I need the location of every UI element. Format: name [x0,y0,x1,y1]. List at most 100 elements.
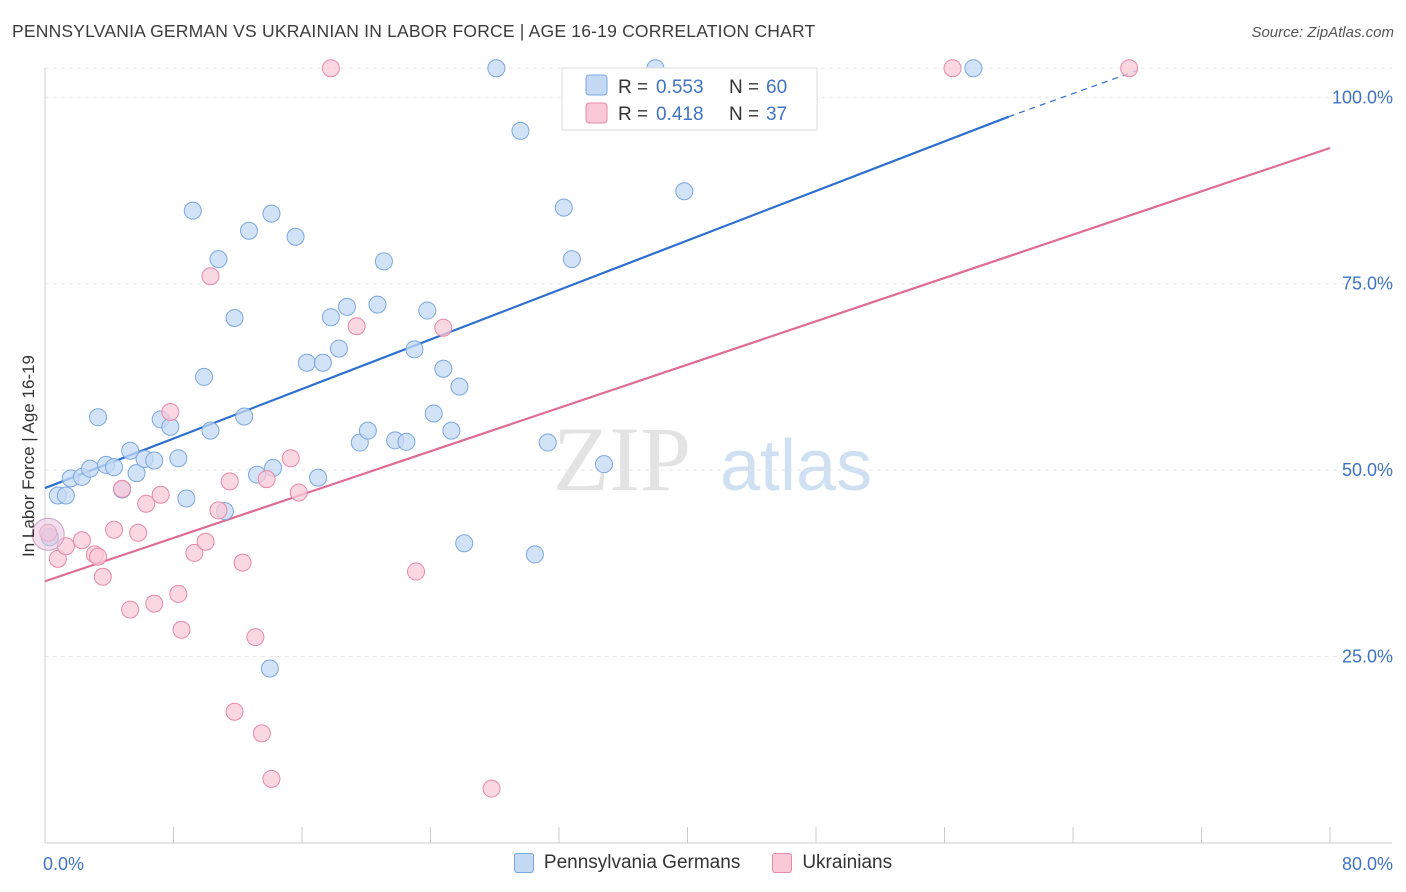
pa-german-point-54 [554,198,573,217]
ukrainian-point-20 [209,501,228,520]
pa-german-point-20 [201,421,220,440]
ukrainian-point-5 [89,547,108,566]
legend-swatch-pink [772,853,793,873]
pa-german-point-58 [675,182,694,201]
pa-german-point-8 [105,458,124,477]
data-points [31,59,1139,798]
pa-german-point-33 [313,353,332,372]
ukrainian-point-19 [201,267,220,286]
legend-swatch-ukrainian [585,102,608,124]
pa-german-point-34 [321,308,340,327]
pa-german-point-42 [397,432,416,451]
legend-r-value-1: 0.553 [656,77,704,98]
pa-german-point-16 [169,449,188,468]
pa-german-point-40 [374,252,393,271]
watermark-zip: ZIP [553,408,691,510]
x-tick-label-min: 0.0% [43,854,84,874]
y-tick-label-2: 75.0% [1342,274,1393,294]
legend-item-pennsylvania[interactable]: Pennsylvania Germans [513,852,741,874]
series-legend: Pennsylvania Germans Ukrainians [0,852,1406,874]
ukrainian-point-10 [129,523,148,542]
origin-cluster-point [31,517,65,551]
pa-german-point-31 [297,353,316,372]
legend-n-value-2: 37 [766,104,787,125]
pa-german-point-59 [964,59,983,78]
legend-label-ukrainians: Ukrainians [802,852,893,873]
ukrainian-point-28 [281,449,300,468]
pa-german-point-23 [225,309,244,328]
ukrainian-point-15 [169,584,188,603]
ukrainian-point-18 [196,532,215,551]
pa-german-point-47 [442,421,461,440]
pa-german-point-56 [594,455,613,474]
trend-extension-0 [1008,69,1138,118]
ukrainian-point-16 [172,620,191,639]
legend-r-label-1: R = [618,77,648,98]
pa-german-point-21 [209,250,228,269]
pa-german-point-13 [145,451,164,470]
ukrainian-point-17 [185,543,204,562]
axes [44,68,1392,844]
ukrainian-point-13 [151,485,170,504]
stats-legend: R = 0.553 N = 60 R = 0.418 N = 37 [561,67,818,131]
y-tick-label-0: 25.0% [1342,647,1393,667]
ukrainian-point-23 [233,553,252,572]
pa-german-point-6 [89,408,108,427]
pa-german-point-53 [538,433,557,452]
pa-german-point-48 [450,377,469,396]
legend-n-label-1: N = [729,77,759,98]
ukrainian-point-32 [407,562,426,581]
y-tick-label-1: 50.0% [1342,460,1393,480]
source-label: Source: ZipAtlas.com [1251,24,1394,41]
ukrainian-point-14 [161,402,180,421]
x-tick-label-max: 80.0% [1342,854,1393,874]
trend-line-1 [44,146,1331,583]
ukrainian-point-11 [137,494,156,513]
ukrainian-point-12 [145,594,164,613]
ukrainian-point-26 [257,470,276,489]
ukrainian-point-35 [943,59,962,78]
pa-german-point-27 [262,204,281,223]
ukrainian-point-33 [434,318,453,337]
pa-german-point-35 [329,339,348,358]
pa-german-point-2 [56,486,75,505]
ukrainian-point-34 [482,779,501,798]
pa-german-point-19 [195,367,214,386]
legend-r-value-2: 0.418 [656,104,704,125]
ukrainian-point-22 [225,702,244,721]
legend-n-label-2: N = [729,104,759,125]
pa-german-point-32 [309,468,328,487]
y-tick-label-3: 100.0% [1332,87,1393,107]
ukrainian-point-9 [121,600,140,619]
pa-german-point-11 [127,464,146,483]
ukrainian-point-7 [105,520,124,539]
ukrainian-point-36 [1120,59,1139,78]
legend-label-pennsylvania: Pennsylvania Germans [543,852,741,873]
pa-german-point-51 [511,121,530,140]
ukrainian-point-24 [246,628,265,647]
pa-german-point-17 [177,489,196,508]
ukrainian-point-21 [220,472,239,491]
tick-labels: 25.0% 50.0% 75.0% 100.0% 0.0% 80.0% [43,87,1393,874]
pa-german-point-38 [358,421,377,440]
watermark-atlas: atlas [720,426,872,506]
pa-german-point-43 [405,340,424,359]
pa-german-point-55 [562,250,581,269]
legend-swatch-pennsylvania [585,74,608,96]
ukrainian-point-31 [347,317,366,336]
ukrainian-point-29 [289,483,308,502]
pa-german-point-5 [80,459,99,478]
pa-german-point-46 [434,359,453,378]
legend-item-ukrainians[interactable]: Ukrainians [772,852,892,874]
pa-german-point-50 [487,59,506,78]
pa-german-point-45 [424,404,443,423]
pa-german-point-10 [121,441,140,460]
legend-r-label-2: R = [618,104,648,125]
ukrainian-point-3 [72,531,91,550]
pa-german-point-29 [260,659,279,678]
pa-german-point-49 [455,534,474,553]
ukrainian-point-30 [321,59,340,78]
ukrainian-point-6 [93,567,112,586]
pa-german-point-52 [525,545,544,564]
